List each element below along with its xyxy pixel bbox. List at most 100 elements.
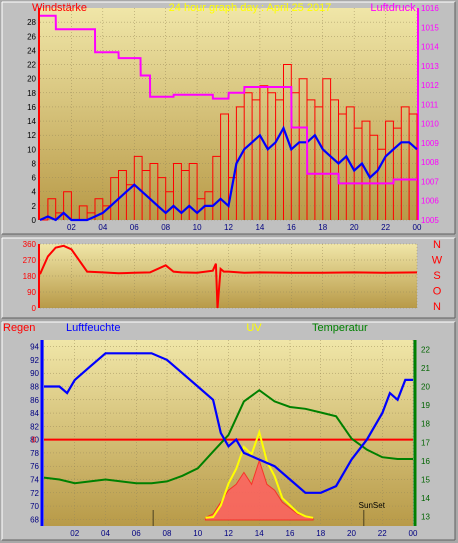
sunset-label: SunSet [359, 501, 386, 510]
rain-y-tick: 0 [32, 436, 37, 445]
humidity-y-tick: 70 [30, 502, 39, 511]
chart-title: 24 hour graph day : April 25 2017 [169, 2, 332, 14]
uv-label: UV [246, 322, 262, 334]
wind-y-tick: 18 [27, 89, 36, 98]
climate-x-tick: 06 [132, 529, 141, 538]
direction-plot-area [40, 244, 417, 308]
direction-compass-label: N [433, 239, 441, 251]
humidity-y-tick: 74 [30, 476, 39, 485]
humidity-y-tick: 88 [30, 383, 39, 392]
wind-x-tick: 04 [98, 223, 107, 232]
wind-x-tick: 10 [193, 223, 202, 232]
temperature-y-tick: 18 [421, 420, 430, 429]
climate-x-tick: 20 [347, 529, 356, 538]
climate-x-tick: 08 [163, 529, 172, 538]
wind-y-tick: 26 [27, 32, 36, 41]
climate-x-tick: 18 [316, 529, 325, 538]
wind-y-tick: 0 [32, 216, 37, 225]
climate-x-tick: 10 [193, 529, 202, 538]
direction-compass-label: W [432, 255, 443, 267]
wind-x-tick: 12 [224, 223, 233, 232]
pressure-y-tick: 1013 [421, 62, 439, 71]
humidity-y-tick: 86 [30, 396, 39, 405]
wind-y-tick: 6 [32, 174, 37, 183]
wind-x-tick: 16 [287, 223, 296, 232]
temperature-y-tick: 20 [421, 383, 430, 392]
pressure-y-tick: 1005 [421, 216, 439, 225]
wind-x-tick: 06 [130, 223, 139, 232]
uv-series [205, 428, 314, 519]
wind-x-tick: 22 [381, 223, 390, 232]
climate-x-tick: 16 [286, 529, 295, 538]
climate-x-tick: 04 [101, 529, 110, 538]
temperature-y-tick: 22 [421, 345, 430, 354]
climate-x-tick: 14 [255, 529, 264, 538]
wind-axis-label: Windstärke [32, 2, 87, 14]
humidity-label: Luftfeuchte [66, 322, 120, 334]
wind-gust-series [40, 64, 418, 221]
direction-y-tick: 270 [23, 256, 37, 265]
wind-y-tick: 12 [27, 131, 36, 140]
pressure-y-tick: 1007 [421, 177, 439, 186]
humidity-y-tick: 78 [30, 449, 39, 458]
temperature-y-tick: 13 [421, 513, 430, 522]
direction-compass-label: N [433, 301, 441, 313]
pressure-y-tick: 1010 [421, 120, 439, 129]
wind-y-tick: 22 [27, 61, 36, 70]
pressure-series [40, 14, 417, 185]
climate-x-tick: 00 [409, 529, 418, 538]
direction-y-tick: 0 [32, 304, 37, 313]
wind-average-series [39, 125, 418, 222]
wind-y-tick: 16 [27, 103, 36, 112]
pressure-y-tick: 1015 [421, 23, 439, 32]
wind-y-tick: 24 [27, 46, 36, 55]
climate-x-tick: 02 [70, 529, 79, 538]
wind-y-tick: 28 [27, 18, 36, 27]
pressure-y-tick: 1006 [421, 197, 439, 206]
humidity-y-tick: 76 [30, 462, 39, 471]
direction-compass-label: S [433, 270, 440, 282]
wind-y-tick: 10 [27, 145, 36, 154]
wind-y-tick: 8 [32, 159, 37, 168]
climate-x-tick: 22 [378, 529, 387, 538]
pressure-y-tick: 1014 [421, 43, 439, 52]
wind-x-tick: 20 [350, 223, 359, 232]
pressure-y-tick: 1009 [421, 139, 439, 148]
direction-compass-label: O [433, 286, 442, 298]
pressure-y-tick: 1011 [421, 100, 439, 109]
humidity-y-tick: 72 [30, 489, 39, 498]
wind-direction-series [39, 244, 418, 309]
pressure-axis-label: Luftdruck [370, 2, 416, 14]
humidity-y-tick: 84 [30, 409, 39, 418]
humidity-series [44, 352, 413, 494]
direction-y-tick: 90 [27, 288, 36, 297]
temperature-label: Temperatur [312, 322, 368, 334]
direction-y-tick: 360 [23, 240, 37, 249]
wind-x-tick: 18 [318, 223, 327, 232]
climate-x-tick: 12 [224, 529, 233, 538]
temperature-y-tick: 16 [421, 457, 430, 466]
wind-y-tick: 20 [27, 75, 36, 84]
wind-x-tick: 14 [255, 223, 264, 232]
rain-label: Regen [3, 322, 35, 334]
wind-x-tick: 00 [413, 223, 422, 232]
humidity-y-tick: 68 [30, 515, 39, 524]
temperature-y-tick: 17 [421, 438, 430, 447]
wind-y-tick: 4 [32, 188, 37, 197]
direction-y-tick: 180 [23, 272, 37, 281]
humidity-y-tick: 80 [30, 436, 39, 445]
temperature-y-tick: 14 [421, 494, 430, 503]
pressure-y-tick: 1016 [421, 4, 439, 13]
pressure-y-tick: 1012 [421, 81, 439, 90]
temperature-y-tick: 15 [421, 476, 430, 485]
temperature-y-tick: 21 [421, 364, 430, 373]
humidity-y-tick: 90 [30, 369, 39, 378]
wind-x-tick: 02 [67, 223, 76, 232]
temperature-y-tick: 19 [421, 401, 430, 410]
humidity-y-tick: 82 [30, 422, 39, 431]
humidity-y-tick: 92 [30, 356, 39, 365]
wind-y-tick: 14 [27, 117, 36, 126]
pressure-y-tick: 1008 [421, 158, 439, 167]
